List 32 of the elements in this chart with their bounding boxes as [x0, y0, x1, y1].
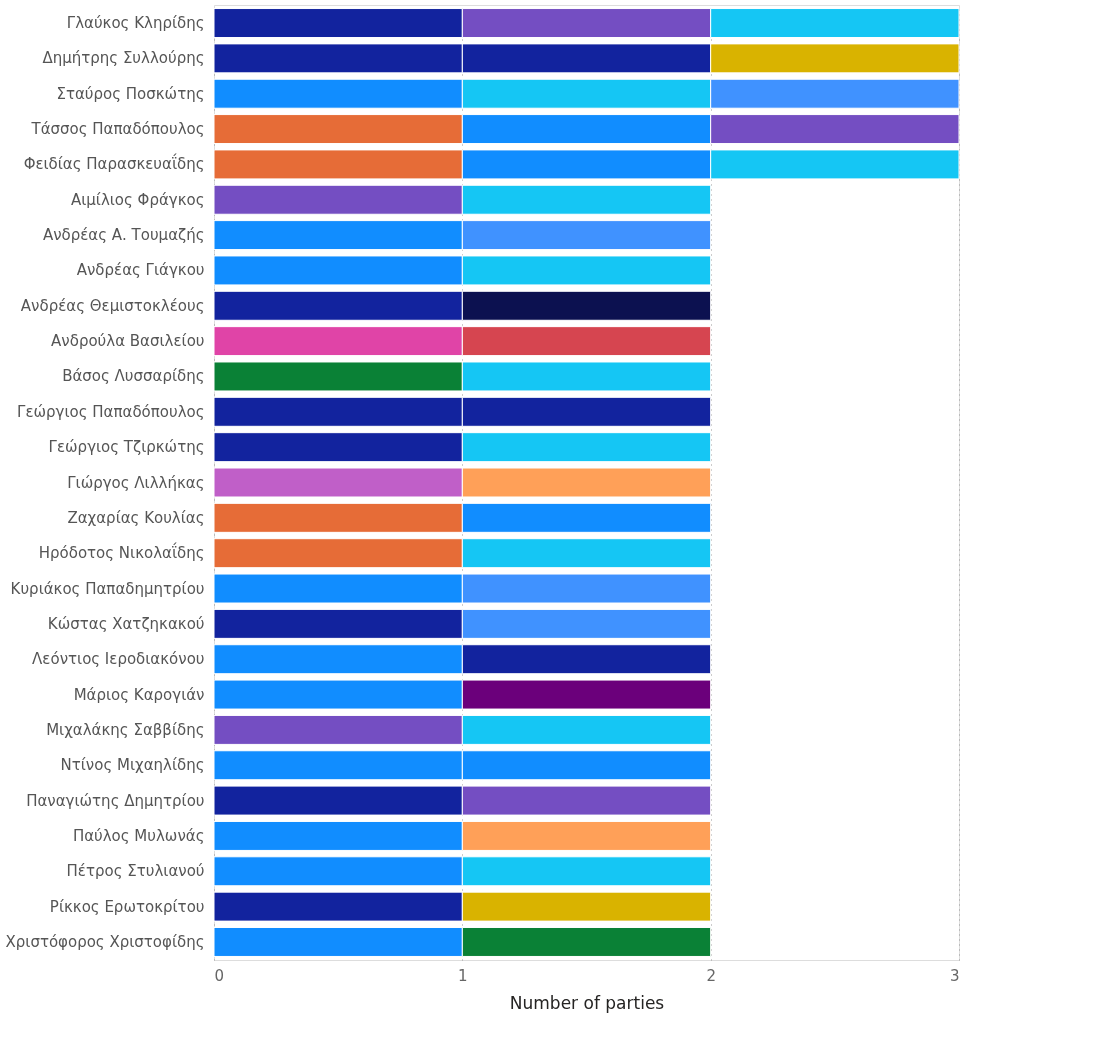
y-tick-label: Ανδρούλα Βασιλείου [51, 332, 205, 351]
y-tick-label: Γλαύκος Κληρίδης [66, 14, 205, 33]
y-tick-label: Πέτρος Στυλιανού [66, 862, 205, 881]
y-tick-label: Σταύρος Ποσκώτης [56, 84, 205, 103]
y-tick-label: Φειδίας Παρασκευαΐδης [23, 153, 205, 174]
y-tick-label: Κυριάκος Παπαδημητρίου [10, 579, 205, 598]
y-tick-label: Ντίνος Μιχαηλίδης [60, 756, 205, 775]
y-tick-label: Τάσσος Παπαδόπουλος [30, 120, 205, 139]
y-tick-label: Γεώργιος Παπαδόπουλος [17, 402, 205, 421]
y-tick-label: Παναγιώτης Δημητρίου [26, 791, 205, 810]
y-tick-label: Ρίκκος Ερωτοκρίτου [49, 897, 205, 916]
y-tick-label: Γιώργος Λιλλήκας [67, 473, 205, 492]
y-tick-label: Ανδρέας Θεμιστοκλέους [20, 296, 205, 315]
y-tick-label: Ανδρέας Γιάγκου [76, 261, 205, 280]
y-tick-label: Δημήτρης Συλλούρης [42, 49, 205, 68]
y-tick-label: Λεόντιος Ιεροδιακόνου [32, 650, 205, 669]
y-tick-label: Αιμίλιος Φράγκος [70, 190, 205, 209]
y-tick-label: Βάσος Λυσσαρίδης [62, 367, 205, 386]
y-tick-label: Μάριος Καρογιάν [73, 685, 205, 704]
x-tick-label: 1 [458, 966, 468, 985]
x-tick-label: 0 [214, 966, 225, 985]
y-tick-label: Ζαχαρίας Κουλίας [67, 508, 205, 527]
x-tick-label: 2 [706, 966, 716, 985]
y-tick-label: Ανδρέας Α. Τουμαζής [42, 226, 205, 245]
x-tick-label: 3 [949, 966, 960, 985]
y-tick-label: Χριστόφορος Χριστοφίδης [5, 932, 205, 951]
y-tick-label: Παύλος Μυλωνάς [72, 826, 205, 845]
x-axis-title: Number of parties [509, 992, 665, 1013]
y-tick-label: Ηρόδοτος Νικολαΐδης [38, 542, 205, 563]
y-tick-label: Κώστας Χατζηκακού [47, 614, 205, 633]
y-tick-label: Γεώργιος Τζιρκώτης [48, 438, 205, 457]
y-tick-label: Μιχαλάκης Σαββίδης [46, 720, 205, 739]
